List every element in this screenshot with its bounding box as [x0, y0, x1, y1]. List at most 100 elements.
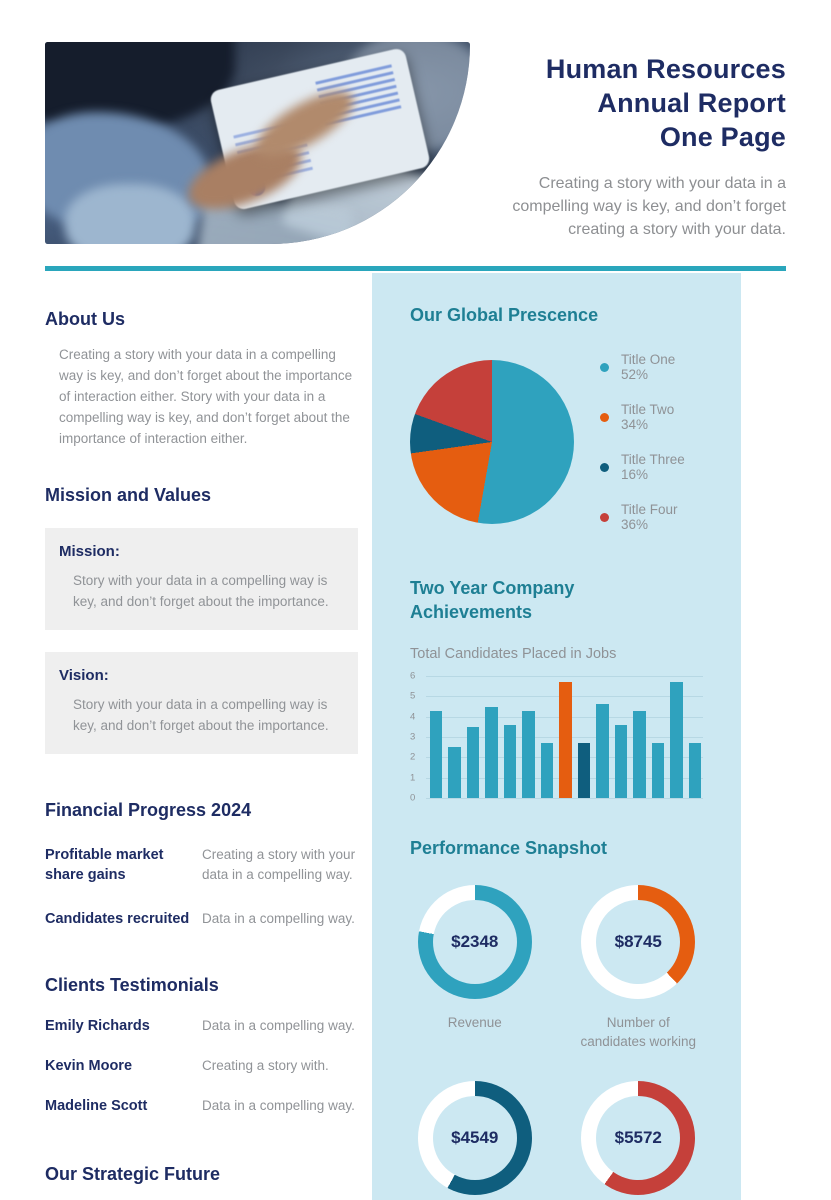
bar [430, 710, 443, 798]
donut-hole: $8745 [596, 900, 681, 984]
legend-item: Title One 52% [600, 352, 703, 382]
bar [633, 710, 646, 798]
bar-chart-title: Total Candidates Placed in Jobs [410, 646, 617, 662]
donut-ring: $8745 [581, 885, 696, 999]
financial-row-label: Profitable market share gains [45, 847, 164, 883]
global-presence-pie-chart [410, 360, 574, 524]
header: Human Resources Annual Report One Page C… [0, 0, 831, 244]
donut-hole: $2348 [432, 900, 517, 984]
testimonial-row: Kevin Moore Creating a story with. [45, 1056, 358, 1076]
bar-chart-plot [426, 676, 703, 799]
financial-heading: Financial Progress 2024 [45, 800, 252, 820]
bar [670, 682, 683, 798]
page-title-line: Annual Report [597, 88, 786, 118]
y-axis-tick: 4 [410, 711, 416, 723]
donut-candidates: $8745 Number of candidates working [574, 885, 704, 1051]
testimonial-name: Emily Richards [45, 1018, 150, 1034]
photo-shape [65, 184, 195, 244]
legend-dot-icon [600, 362, 609, 372]
bar [485, 706, 498, 798]
y-axis-tick: 1 [410, 772, 416, 784]
achievements-heading: Two Year Company Achievements [410, 578, 575, 622]
left-column: About Us Creating a story with your data… [0, 273, 372, 1200]
testimonial-name: Madeline Scott [45, 1098, 148, 1114]
achievements-bar-chart: 0 1 2 3 4 5 6 [410, 671, 703, 804]
y-axis-tick: 3 [410, 731, 416, 743]
right-panel: Our Global Prescence Title One 52% Title… [372, 273, 741, 1200]
testimonial-quote: Creating a story with. [202, 1058, 329, 1073]
financial-row-label: Candidates recruited [45, 911, 190, 927]
gridline [426, 676, 703, 677]
about-body: Creating a story with your data in a com… [59, 347, 353, 446]
donut-value: $8745 [614, 932, 662, 951]
donut-ring: $4549 [417, 1081, 532, 1195]
financial-row-desc: Creating a story with your data in a com… [202, 847, 356, 882]
page-title-line: One Page [659, 122, 786, 152]
financial-row-desc: Data in a compelling way. [202, 911, 355, 926]
testimonial-quote: Data in a compelling way. [202, 1018, 355, 1033]
mission-values-heading: Mission and Values [45, 485, 212, 505]
header-photo [45, 42, 470, 244]
mission-title: Mission: [59, 543, 120, 560]
donut-hole: $5572 [596, 1096, 681, 1180]
legend-dot-icon [600, 512, 609, 522]
legend-item: Title Two 34% [600, 402, 703, 432]
bar [503, 724, 517, 798]
bar [559, 682, 572, 798]
bar [466, 726, 480, 798]
bar [577, 743, 591, 798]
testimonial-row: Emily Richards Data in a compelling way. [45, 1016, 358, 1036]
content: About Us Creating a story with your data… [0, 273, 831, 1200]
pie-legend: Title One 52% Title Two 34% Title Three … [600, 352, 703, 532]
donut-label: Revenue [447, 1015, 502, 1030]
donut-revenue: $2348 Revenue [410, 885, 540, 1051]
donut-hole: $4549 [432, 1096, 517, 1180]
bar [596, 704, 609, 798]
legend-label: Title Three 16% [621, 452, 685, 482]
page-subtitle: Creating a story with your data in a com… [512, 175, 786, 238]
gridline [426, 798, 703, 799]
testimonials-heading: Clients Testimonials [45, 975, 219, 995]
y-axis-tick: 0 [410, 792, 416, 804]
strategic-heading: Our Strategic Future [45, 1164, 221, 1184]
legend-item: Title Four 36% [600, 502, 703, 532]
testimonial-name: Kevin Moore [45, 1058, 133, 1074]
y-axis-tick: 2 [410, 751, 416, 763]
bar-chart-bars [430, 676, 702, 798]
vision-title: Vision: [59, 667, 109, 684]
donut-grid: $2348 Revenue $8745 Number of candidates… [410, 885, 703, 1200]
legend-item: Title Three 16% [600, 452, 703, 482]
financial-row: Profitable market share gains Creating a… [45, 845, 358, 885]
bar [540, 743, 554, 798]
donut-value: $5572 [614, 1128, 662, 1147]
bar [522, 710, 535, 798]
global-presence-heading: Our Global Prescence [410, 305, 599, 325]
header-text: Human Resources Annual Report One Page C… [470, 42, 786, 244]
bar [448, 747, 461, 798]
financial-row: Candidates recruited Data in a compellin… [45, 909, 358, 929]
legend-dot-icon [600, 462, 609, 472]
donut-label: Number of candidates working [580, 1015, 697, 1049]
testimonial-quote: Data in a compelling way. [202, 1098, 355, 1113]
bar [614, 724, 628, 798]
donut-ring: $5572 [581, 1081, 696, 1195]
vision-body: Story with your data in a compelling way… [73, 697, 329, 733]
testimonial-row: Madeline Scott Data in a compelling way. [45, 1096, 358, 1116]
legend-label: Title Four 36% [621, 502, 678, 532]
divider-rule [45, 266, 786, 271]
donut-value: $2348 [451, 932, 499, 951]
y-axis-tick: 5 [410, 690, 416, 702]
bar [651, 743, 665, 798]
pie-section: Title One 52% Title Two 34% Title Three … [410, 352, 703, 532]
mission-body: Story with your data in a compelling way… [73, 573, 329, 609]
legend-dot-icon [600, 412, 609, 422]
donut-ring: $2348 [417, 885, 532, 999]
performance-heading: Performance Snapshot [410, 838, 608, 858]
mission-box: Mission: Story with your data in a compe… [45, 528, 358, 630]
about-heading: About Us [45, 309, 125, 329]
vision-box: Vision: Story with your data in a compel… [45, 652, 358, 754]
page-title-line: Human Resources [545, 54, 786, 84]
bar [688, 743, 702, 798]
donut-margin: $5572 Margin [574, 1081, 704, 1200]
